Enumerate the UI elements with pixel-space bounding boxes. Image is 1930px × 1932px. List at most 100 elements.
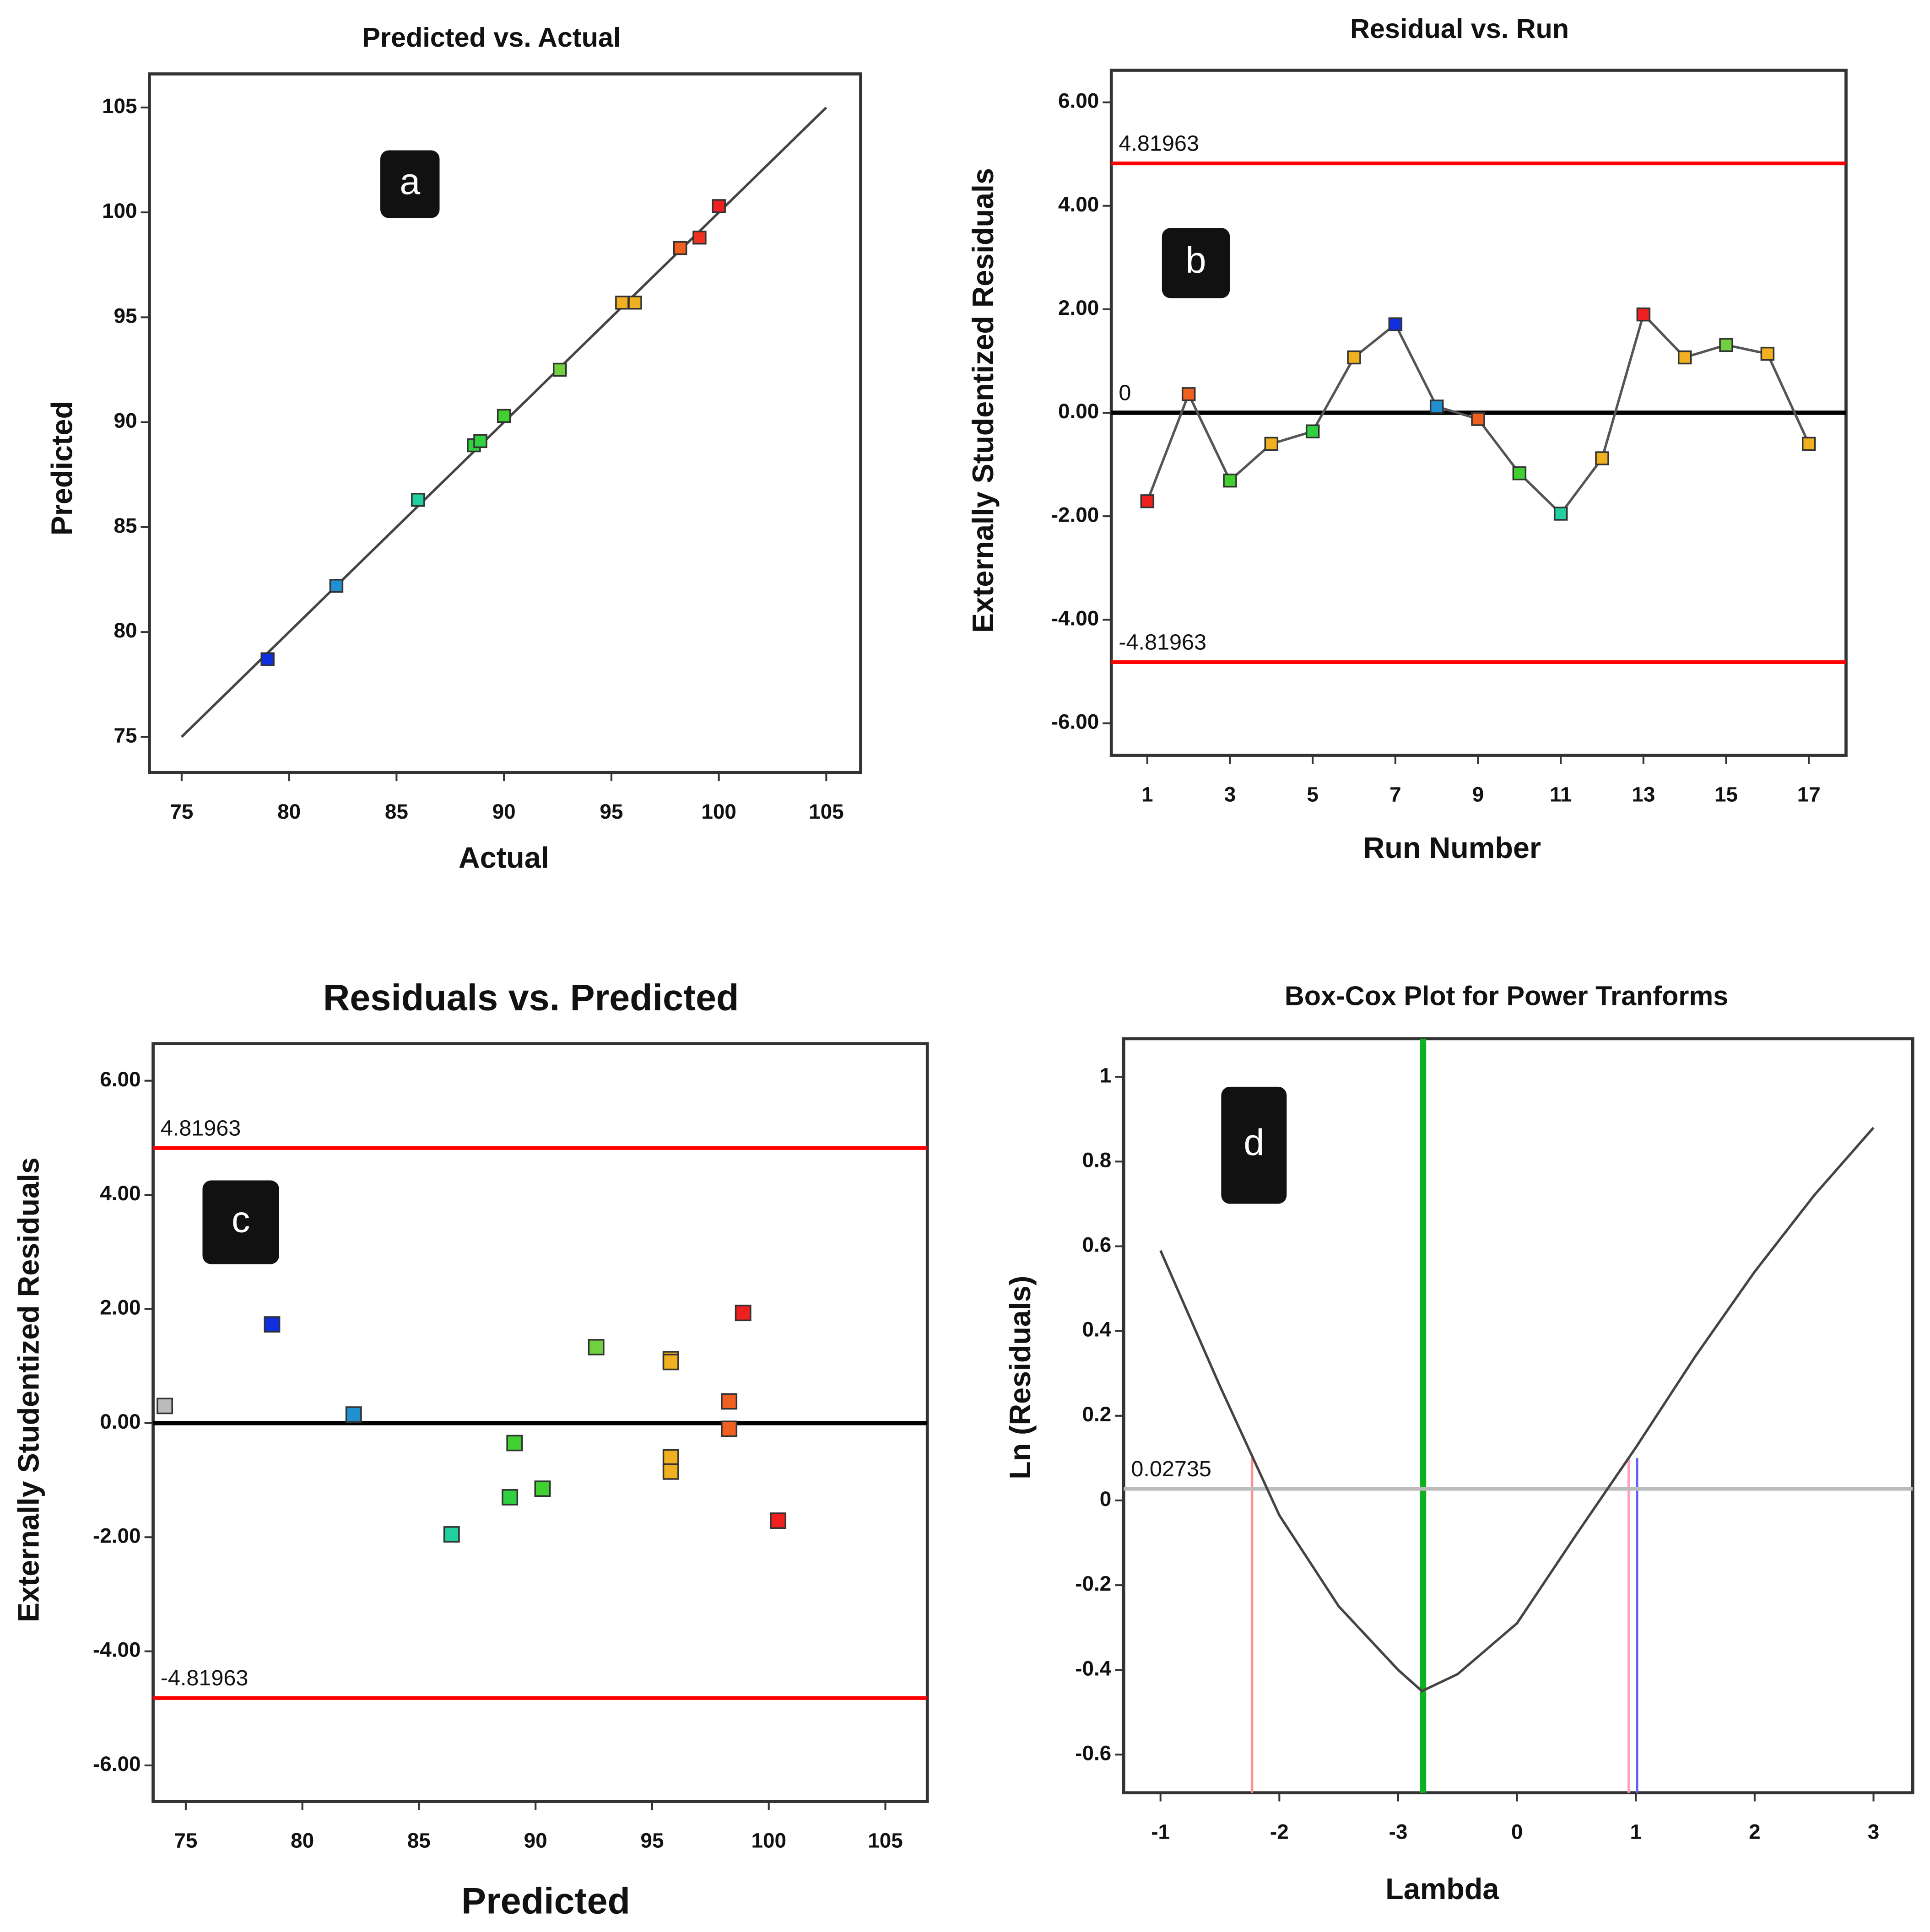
data-point (552, 362, 567, 377)
y-axis-label: Ln (Residuals) (1003, 1276, 1037, 1479)
data-point (1223, 473, 1237, 488)
x-tick-label: -1 (1151, 1820, 1170, 1844)
reference-label: 4.81963 (1119, 131, 1199, 156)
x-tick-label: 1 (1141, 783, 1153, 806)
data-point (1429, 399, 1444, 414)
y-tick-label: 105 (102, 94, 137, 118)
data-point (662, 1354, 679, 1371)
data-point (157, 1398, 173, 1414)
panel-badge-label: b (1186, 240, 1206, 281)
y-tick-label: 4.00 (100, 1182, 141, 1205)
x-tick-label: 11 (1550, 783, 1572, 806)
x-tick-label: 85 (385, 800, 408, 823)
data-point (1388, 317, 1403, 331)
data-point (534, 1480, 551, 1497)
y-tick-label: 90 (114, 409, 137, 432)
data-line (1159, 1127, 1875, 1693)
data-point (1677, 350, 1692, 365)
data-point (1595, 451, 1609, 465)
y-tick-label: 75 (114, 723, 137, 747)
x-tick-label: 95 (640, 1829, 664, 1852)
y-tick-label: 0.6 (1082, 1233, 1111, 1257)
data-point (588, 1339, 605, 1355)
panel-badge (202, 1180, 279, 1264)
x-tick-label: 100 (751, 1829, 786, 1852)
x-tick-label: 1 (1630, 1820, 1642, 1844)
data-point (260, 652, 275, 666)
data-point (345, 1406, 362, 1423)
x-tick-label: -3 (1389, 1820, 1408, 1844)
y-tick-label: 100 (102, 199, 137, 222)
data-point (443, 1526, 460, 1543)
y-tick-label: 85 (114, 514, 137, 537)
y-tick-label: -0.6 (1075, 1742, 1111, 1765)
reference-label: -4.81963 (161, 1666, 249, 1690)
data-point (628, 296, 642, 310)
reference-label: 0 (1119, 380, 1131, 405)
x-tick-label: 13 (1632, 783, 1655, 806)
data-point (1305, 424, 1320, 438)
x-tick-label: 90 (492, 800, 516, 823)
data-point (1347, 350, 1361, 365)
data-point (473, 434, 487, 448)
x-tick-label: 105 (868, 1829, 903, 1852)
x-tick-label: 15 (1714, 783, 1738, 806)
y-tick-label: 2.00 (100, 1296, 141, 1319)
chart-title: Box-Cox Plot for Power Tranforms (1285, 981, 1728, 1011)
data-point (497, 409, 511, 423)
y-tick-label: 80 (114, 619, 137, 642)
x-axis-label: Actual (459, 841, 549, 874)
y-tick-label: 2.00 (1058, 296, 1099, 319)
x-tick-label: 17 (1797, 783, 1821, 806)
reference-label: -4.81963 (1119, 630, 1206, 654)
chart-title: Residuals vs. Predicted (323, 977, 739, 1019)
y-tick-label: -4.00 (93, 1638, 141, 1662)
y-tick-label: 0.2 (1082, 1403, 1111, 1426)
y-tick-label: -2.00 (93, 1524, 141, 1547)
y-tick-label: 1 (1100, 1063, 1112, 1087)
x-tick-label: 5 (1307, 783, 1319, 806)
chart-title: Predicted vs. Actual (362, 22, 621, 53)
y-tick-label: 95 (114, 304, 137, 328)
x-tick-label: 105 (809, 800, 844, 823)
x-axis-label: Run Number (1363, 831, 1541, 864)
y-tick-label: 4.00 (1058, 193, 1099, 216)
chart-title: Residual vs. Run (1350, 13, 1569, 44)
y-tick-label: -2.00 (1051, 503, 1099, 526)
data-point (712, 199, 726, 213)
y-axis-label: Externally Studentized Residuals (966, 168, 1000, 633)
x-tick-label: 0 (1511, 1820, 1523, 1844)
data-point (1181, 387, 1196, 401)
data-point (506, 1435, 523, 1452)
data-point (735, 1305, 751, 1322)
y-tick-label: 6.00 (100, 1068, 141, 1091)
x-axis-label: Lambda (1385, 1872, 1499, 1905)
x-tick-label: 7 (1389, 783, 1401, 806)
panel-badge (380, 150, 440, 218)
y-tick-label: -0.2 (1075, 1572, 1111, 1595)
data-point (1264, 437, 1279, 451)
data-point (721, 1420, 738, 1437)
data-point (1471, 412, 1485, 426)
data-point (721, 1393, 738, 1410)
data-point (329, 579, 344, 593)
x-tick-label: 95 (600, 800, 623, 823)
data-point (662, 1463, 679, 1480)
data-point (1553, 507, 1568, 521)
panel-badge-label: a (400, 161, 420, 202)
data-point (1760, 346, 1775, 361)
data-point (1140, 494, 1155, 508)
y-axis-label: Predicted (45, 401, 78, 535)
x-tick-label: 80 (277, 800, 301, 823)
x-tick-label: 2 (1749, 1820, 1761, 1844)
y-tick-label: -4.00 (1051, 606, 1099, 630)
x-tick-label: 3 (1224, 783, 1236, 806)
data-point (1801, 437, 1816, 451)
data-point (502, 1489, 519, 1506)
x-tick-label: 100 (701, 800, 736, 823)
y-axis-label: Externally Studentized Residuals (11, 1157, 45, 1622)
x-tick-label: 90 (524, 1829, 547, 1852)
x-tick-label: 3 (1868, 1820, 1880, 1844)
y-tick-label: 0.00 (1058, 399, 1099, 423)
